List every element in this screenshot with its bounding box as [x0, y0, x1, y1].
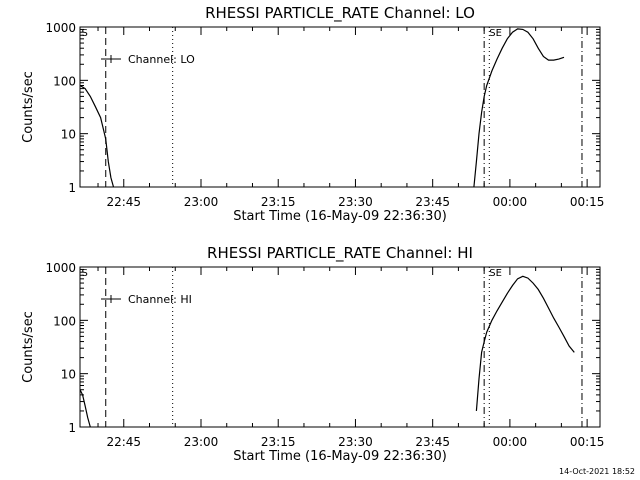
event-marker: S	[82, 268, 88, 279]
y-axis-label: Counts/sec	[21, 71, 36, 143]
series-line	[79, 389, 91, 428]
y-tick-label: 10	[61, 128, 76, 142]
y-tick-label: 1000	[45, 261, 76, 275]
x-axis-label: Start Time (16-May-09 22:36:30)	[233, 209, 447, 224]
series-line	[79, 84, 115, 188]
x-tick-label: 23:45	[415, 435, 450, 449]
series-line	[473, 28, 565, 188]
panel-hi: RHESSI PARTICLE_RATE Channel: HI 22:45 23:…	[21, 244, 604, 464]
x-tick-label: 00:15	[570, 195, 605, 209]
x-tick-label: 23:30	[338, 435, 373, 449]
event-marker: S	[82, 28, 88, 39]
x-tick-label: 00:00	[493, 435, 528, 449]
x-axis-label: Start Time (16-May-09 22:36:30)	[233, 449, 447, 464]
y-axis-label: Counts/sec	[21, 311, 36, 383]
chart-title: RHESSI PARTICLE_RATE Channel: LO	[205, 4, 475, 23]
y-tick-label: 100	[53, 314, 76, 328]
chart-title: RHESSI PARTICLE_RATE Channel: HI	[207, 244, 473, 263]
y-tick-label: 1	[68, 181, 76, 195]
legend-label: Channel: LO	[128, 53, 195, 66]
x-tick-label: 23:15	[261, 435, 296, 449]
x-tick-label: 22:45	[106, 195, 141, 209]
panel-lo: RHESSI PARTICLE_RATE Channel: LO 22:45 23:…	[21, 4, 604, 224]
x-tick-label: 23:00	[184, 195, 219, 209]
x-tick-label: 22:45	[106, 435, 141, 449]
plot-frame	[79, 26, 601, 188]
x-tick-label: 23:30	[338, 195, 373, 209]
x-tick-label: 00:00	[493, 195, 528, 209]
legend-label: Channel: HI	[128, 293, 192, 306]
y-tick-label: 10	[61, 368, 76, 382]
y-tick-label: 1000	[45, 21, 76, 35]
x-tick-label: 00:15	[570, 435, 605, 449]
timestamp: 14-Oct-2021 18:52	[559, 467, 635, 476]
event-marker: SE	[489, 28, 502, 39]
x-tick-label: 23:15	[261, 195, 296, 209]
x-tick-label: 23:00	[184, 435, 219, 449]
series-line	[475, 275, 575, 411]
y-tick-label: 100	[53, 74, 76, 88]
y-tick-label: 1	[68, 421, 76, 435]
event-marker: SE	[489, 268, 502, 279]
x-tick-label: 23:45	[415, 195, 450, 209]
plot-frame	[79, 266, 601, 428]
